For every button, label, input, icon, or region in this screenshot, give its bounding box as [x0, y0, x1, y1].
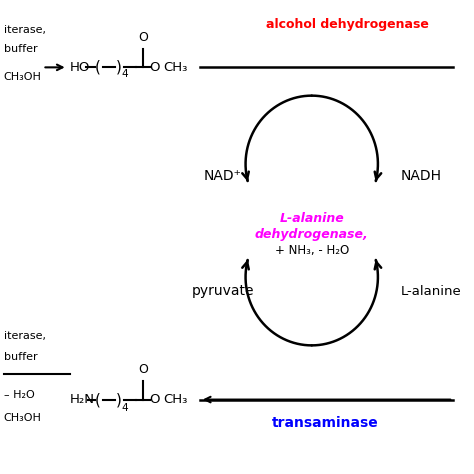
- Text: transaminase: transaminase: [272, 416, 379, 430]
- Text: 4: 4: [121, 69, 128, 80]
- Text: ): ): [116, 60, 121, 75]
- Text: H₂N: H₂N: [70, 393, 95, 406]
- Text: NAD⁺: NAD⁺: [204, 169, 242, 183]
- Text: CH₃: CH₃: [164, 393, 188, 406]
- Text: HO: HO: [70, 61, 90, 74]
- Text: NADH: NADH: [401, 169, 442, 183]
- Text: (: (: [95, 392, 101, 407]
- Text: L-alanine: L-alanine: [279, 212, 344, 225]
- Text: CH₃OH: CH₃OH: [4, 413, 42, 423]
- Text: 4: 4: [121, 402, 128, 412]
- Text: alcohol dehydrogenase: alcohol dehydrogenase: [266, 18, 429, 31]
- Text: (: (: [95, 60, 101, 75]
- Text: pyruvate: pyruvate: [191, 284, 254, 298]
- Text: + NH₃, - H₂O: + NH₃, - H₂O: [274, 244, 349, 257]
- Text: O: O: [150, 393, 160, 406]
- Text: CH₃OH: CH₃OH: [4, 72, 42, 82]
- Text: iterase,: iterase,: [4, 25, 46, 35]
- Text: L-alanine: L-alanine: [401, 285, 462, 298]
- Text: buffer: buffer: [4, 44, 37, 54]
- Text: iterase,: iterase,: [4, 331, 46, 341]
- Text: ): ): [116, 392, 121, 407]
- Text: O: O: [138, 31, 148, 44]
- Text: O: O: [150, 61, 160, 74]
- Text: buffer: buffer: [4, 352, 37, 362]
- Text: dehydrogenase,: dehydrogenase,: [255, 228, 369, 241]
- Text: CH₃: CH₃: [164, 61, 188, 74]
- Text: – H₂O: – H₂O: [4, 390, 35, 400]
- Text: O: O: [138, 363, 148, 376]
